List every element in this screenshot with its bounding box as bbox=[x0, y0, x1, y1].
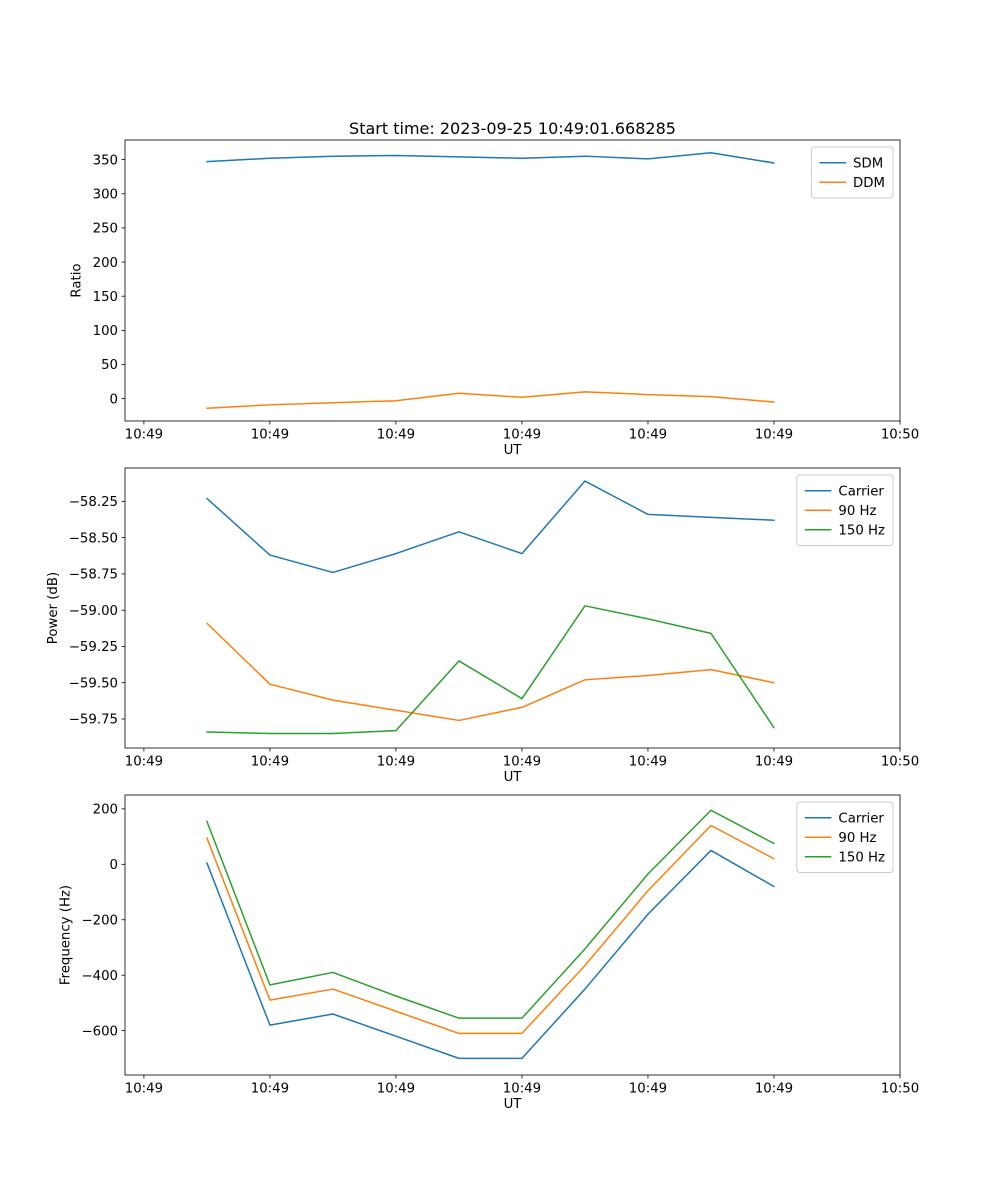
x-tick-label: 10:49 bbox=[503, 1082, 541, 1097]
y-tick-label: 0 bbox=[110, 392, 118, 407]
x-tick-label: 10:49 bbox=[629, 1082, 667, 1097]
x-tick-label: 10:49 bbox=[377, 755, 415, 770]
series-line-carrier bbox=[206, 480, 775, 574]
axes-box bbox=[124, 794, 901, 1076]
subplot-2: 10:49 10:49 10:49 10:49 10:49 10:49 10:50 −59.7… bbox=[46, 467, 919, 785]
y-tick-label: −59.50 bbox=[69, 676, 118, 691]
legend-label: Carrier bbox=[838, 484, 884, 499]
y-tick-label: 200 bbox=[93, 256, 118, 271]
y-tick-label: 50 bbox=[101, 358, 118, 373]
series-line-ddm bbox=[206, 391, 775, 409]
legend-box bbox=[796, 801, 894, 873]
legend: Carrier 90 Hz 150 Hz bbox=[796, 801, 894, 873]
y-tick-label: 150 bbox=[93, 290, 118, 305]
legend-label: 90 Hz bbox=[838, 504, 876, 519]
legend-box bbox=[796, 474, 894, 546]
x-tick-label: 10:49 bbox=[125, 428, 163, 443]
x-axis-label: UT bbox=[504, 1097, 523, 1112]
series-line-150-hz bbox=[206, 605, 775, 735]
series-line-carrier bbox=[206, 849, 775, 1060]
plot-title: Start time: 2023-09-25 10:49:01.668285 bbox=[349, 119, 676, 138]
x-axis-label: UT bbox=[504, 443, 523, 458]
x-tick-label: 10:49 bbox=[251, 755, 289, 770]
x-tick-label: 10:49 bbox=[251, 428, 289, 443]
axes-box bbox=[124, 139, 901, 422]
y-tick-label: 250 bbox=[93, 222, 118, 237]
x-tick-label: 10:49 bbox=[377, 428, 415, 443]
x-tick-label: 10:50 bbox=[881, 428, 919, 443]
legend-label: 150 Hz bbox=[838, 850, 885, 865]
subplot-3: 10:49 10:49 10:49 10:49 10:49 10:49 10:50 −600 −… bbox=[58, 794, 919, 1112]
y-tick-label: −59.25 bbox=[69, 640, 118, 655]
x-tick-label: 10:50 bbox=[881, 755, 919, 770]
legend: SDM DDM bbox=[810, 146, 894, 199]
x-tick-label: 10:49 bbox=[755, 755, 793, 770]
y-tick-label: 350 bbox=[93, 153, 118, 168]
y-tick-label: 0 bbox=[110, 858, 118, 873]
x-axis-label: UT bbox=[504, 770, 523, 785]
x-tick-label: 10:49 bbox=[125, 1082, 163, 1097]
y-tick-label: −200 bbox=[81, 913, 118, 928]
x-tick-label: 10:49 bbox=[503, 428, 541, 443]
series-line-90-hz bbox=[206, 622, 775, 722]
y-axis-label: Power (dB) bbox=[46, 572, 61, 644]
y-tick-label: 100 bbox=[93, 324, 118, 339]
y-tick-label: −58.25 bbox=[69, 495, 118, 510]
x-tick-label: 10:49 bbox=[503, 755, 541, 770]
legend: Carrier 90 Hz 150 Hz bbox=[796, 474, 894, 546]
y-tick-label: 300 bbox=[93, 187, 118, 202]
legend-label: DDM bbox=[853, 176, 885, 191]
subplot-1: 10:49 10:49 10:49 10:49 10:49 10:49 10:50 0 50 10… bbox=[70, 139, 919, 458]
axes-box bbox=[124, 467, 901, 749]
y-tick-label: −58.75 bbox=[69, 568, 118, 583]
x-tick-label: 10:49 bbox=[755, 428, 793, 443]
x-tick-label: 10:50 bbox=[881, 1082, 919, 1097]
y-tick-label: −58.50 bbox=[69, 531, 118, 546]
x-tick-label: 10:49 bbox=[377, 1082, 415, 1097]
legend-label: 90 Hz bbox=[838, 831, 876, 846]
series-line-150-hz bbox=[206, 809, 775, 1019]
y-tick-label: −600 bbox=[81, 1024, 118, 1039]
legend-label: 150 Hz bbox=[838, 523, 885, 538]
legend-label: Carrier bbox=[838, 811, 884, 826]
x-tick-label: 10:49 bbox=[125, 755, 163, 770]
legend-label: SDM bbox=[853, 156, 883, 171]
legend-box bbox=[810, 146, 894, 199]
y-tick-label: −59.00 bbox=[69, 604, 118, 619]
x-tick-label: 10:49 bbox=[251, 1082, 289, 1097]
x-tick-label: 10:49 bbox=[629, 428, 667, 443]
y-tick-label: 200 bbox=[93, 803, 118, 818]
y-axis-label: Frequency (Hz) bbox=[58, 885, 73, 985]
x-tick-label: 10:49 bbox=[755, 1082, 793, 1097]
y-axis-label: Ratio bbox=[70, 263, 85, 297]
x-tick-label: 10:49 bbox=[629, 755, 667, 770]
y-tick-label: −59.75 bbox=[69, 713, 118, 728]
series-line-sdm bbox=[206, 152, 775, 164]
series-line-90-hz bbox=[206, 824, 775, 1035]
y-tick-label: −400 bbox=[81, 969, 118, 984]
